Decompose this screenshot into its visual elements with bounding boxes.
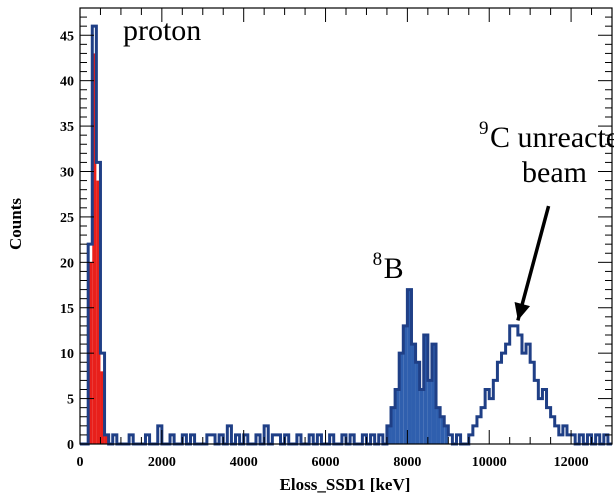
blue-fill-bin [391, 407, 396, 444]
blue-fill-bin [431, 344, 437, 444]
blue-fill-bin [403, 325, 408, 444]
x-axis-title: Eloss_SSD1 [keV] [280, 475, 411, 494]
blue-fill-bin [427, 380, 432, 444]
blue-fill-bin [419, 389, 424, 444]
x-tick-label: 6000 [312, 455, 340, 470]
blue-fill-bin [440, 416, 445, 444]
y-tick-label: 35 [60, 120, 74, 135]
blue-fill-bin [444, 425, 449, 444]
x-tick-label: 2000 [148, 455, 176, 470]
b8-label: B [384, 252, 404, 285]
c9-superscript: 9 [479, 118, 489, 139]
y-tick-label: 40 [60, 75, 74, 90]
y-tick-label: 10 [60, 347, 74, 362]
blue-fill-bin [411, 344, 416, 444]
y-tick-label: 20 [60, 256, 74, 271]
blue-fill-bin [423, 335, 428, 444]
y-tick-label: 30 [60, 166, 74, 181]
x-tick-label: 8000 [393, 455, 421, 470]
red-fill-bin [92, 53, 97, 445]
red-fill-bin [96, 180, 101, 445]
y-tick-label: 5 [67, 393, 74, 408]
c9-label: C unreacted [490, 121, 614, 154]
x-tick-label: 10000 [472, 455, 507, 470]
red-fill-bin [100, 371, 105, 444]
y-tick-label: 0 [67, 438, 74, 453]
beam-arrow-head [514, 301, 531, 321]
blue-fill-bin [386, 425, 392, 444]
y-tick-label: 45 [60, 29, 74, 44]
blue-fill-bin [395, 389, 400, 444]
y-axis-title: Counts [6, 198, 25, 250]
y-tick-label: 25 [60, 211, 74, 226]
annotations: proton 8B 9C unreactedbeam [123, 14, 614, 321]
x-tick-label: 0 [77, 455, 84, 470]
beam-arrow-shaft [516, 205, 551, 321]
x-tick-label: 12000 [554, 455, 589, 470]
red-fill-bin [104, 434, 109, 444]
blue-fill-bin [407, 289, 412, 444]
blue-fill-bin [436, 407, 441, 444]
x-axis-ticks: 0 2000 4000 6000 8000 10000 12000 [77, 8, 613, 470]
b8-superscript: 8 [373, 249, 383, 270]
y-tick-label: 15 [60, 302, 74, 317]
proton-label: proton [123, 14, 201, 47]
x-tick-label: 4000 [230, 455, 258, 470]
y-axis-ticks: 0 5 10 15 20 25 30 35 40 45 [60, 7, 612, 453]
blue-fill-bin [399, 353, 404, 444]
blue-fill-bin [415, 362, 420, 444]
beam-label: beam [522, 156, 587, 189]
